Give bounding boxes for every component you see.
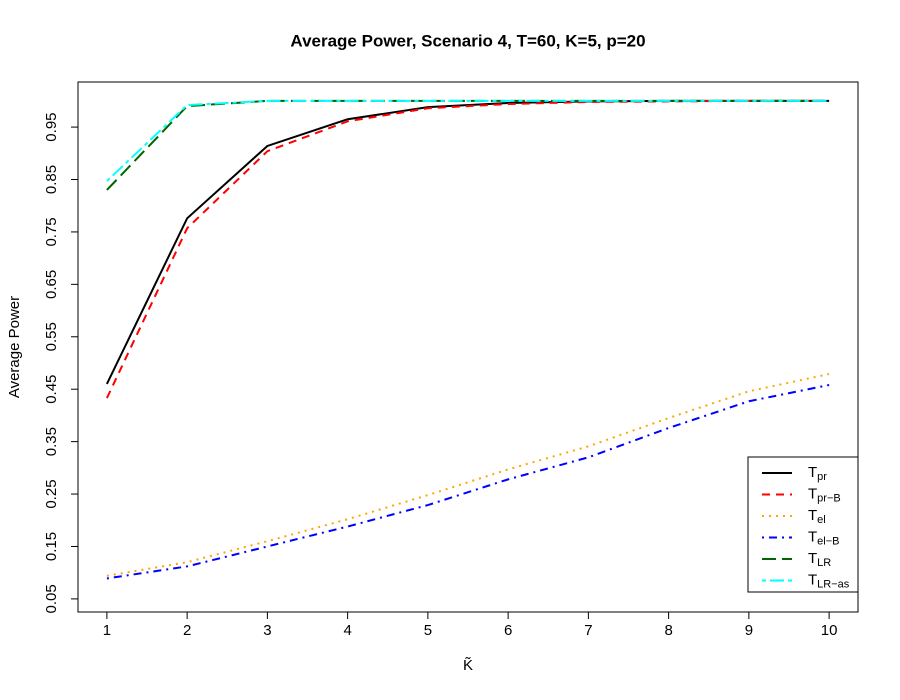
legend-label: Tpr (808, 464, 827, 483)
y-tick-label: 0.05 (43, 584, 60, 613)
x-tick-label: 10 (821, 622, 838, 639)
legend-label: TLR−as (808, 571, 850, 590)
x-tick-label: 8 (664, 622, 672, 639)
y-axis-label: Average Power (6, 296, 23, 398)
series-line (105, 99, 830, 385)
legend-label: Tel−B (808, 528, 840, 547)
chart-title: Average Power, Scenario 4, T=60, K=5, p=… (290, 31, 645, 50)
x-tick-label: 6 (504, 622, 512, 639)
legend-label: Tel (808, 507, 826, 526)
y-tick-label: 0.35 (43, 427, 60, 456)
x-tick-label: 5 (424, 622, 432, 639)
x-tick-label: 1 (103, 622, 111, 639)
legend-label: TLR (808, 550, 831, 569)
y-tick-label: 0.75 (43, 217, 60, 246)
series-line (106, 99, 830, 182)
y-tick-label: 0.85 (43, 165, 60, 194)
x-tick-label: 4 (343, 622, 351, 639)
x-tick-label: 2 (183, 622, 191, 639)
series-line (106, 99, 830, 191)
x-tick-label: 3 (263, 622, 271, 639)
x-axis-label: K̃ (463, 656, 473, 673)
y-tick-label: 0.25 (43, 479, 60, 508)
legend-box (747, 456, 859, 593)
y-tick-label: 0.45 (43, 375, 60, 404)
plot-frame (77, 81, 859, 613)
legend-label: Tpr−B (808, 485, 841, 504)
y-tick-label: 0.95 (43, 112, 60, 141)
y-tick-label: 0.15 (43, 532, 60, 561)
series-line (106, 384, 830, 580)
y-tick-label: 0.65 (43, 270, 60, 299)
x-tick-label: 9 (745, 622, 753, 639)
series-line (106, 373, 830, 577)
x-tick-label: 7 (584, 622, 592, 639)
y-tick-label: 0.55 (43, 322, 60, 351)
series-line (105, 99, 830, 399)
